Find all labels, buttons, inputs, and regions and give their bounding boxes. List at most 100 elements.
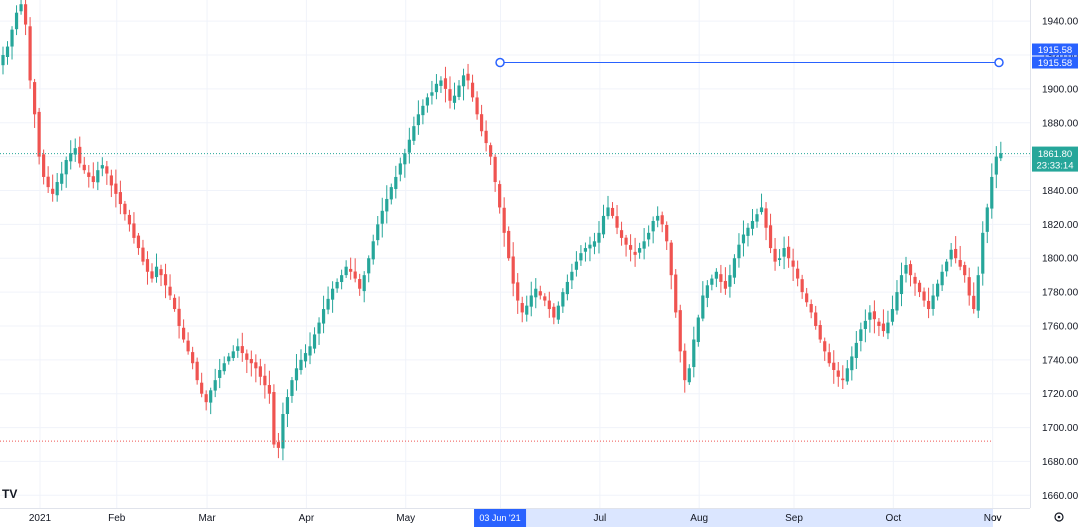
candle[interactable] xyxy=(10,26,14,60)
candle[interactable] xyxy=(434,74,439,100)
candle[interactable] xyxy=(949,243,953,267)
candle-body[interactable] xyxy=(945,261,949,272)
candle[interactable] xyxy=(254,354,258,383)
candle[interactable] xyxy=(592,232,597,255)
candle-body[interactable] xyxy=(732,258,737,278)
candle-body[interactable] xyxy=(561,292,565,307)
candle[interactable] xyxy=(507,226,511,261)
candle[interactable] xyxy=(349,257,353,280)
candle-body[interactable] xyxy=(349,268,353,272)
candle-body[interactable] xyxy=(14,12,19,30)
candle-body[interactable] xyxy=(899,275,904,295)
candle-body[interactable] xyxy=(642,241,646,249)
candle-body[interactable] xyxy=(353,271,357,279)
candle-body[interactable] xyxy=(592,241,597,247)
candle[interactable] xyxy=(737,233,741,268)
candle-body[interactable] xyxy=(69,153,73,162)
candle-body[interactable] xyxy=(520,303,524,313)
candle-body[interactable] xyxy=(963,265,967,276)
candle[interactable] xyxy=(534,278,538,309)
candle[interactable] xyxy=(439,76,443,93)
candle[interactable] xyxy=(922,287,926,307)
candle-body[interactable] xyxy=(741,234,746,244)
candle-body[interactable] xyxy=(538,291,542,296)
candle[interactable] xyxy=(976,266,980,319)
candle-body[interactable] xyxy=(245,353,249,360)
candle-body[interactable] xyxy=(200,382,204,394)
candle-body[interactable] xyxy=(511,256,515,284)
candle-body[interactable] xyxy=(516,282,520,301)
candle-body[interactable] xyxy=(91,176,95,183)
candle-body[interactable] xyxy=(204,394,208,403)
candle-body[interactable] xyxy=(236,346,240,351)
candle[interactable] xyxy=(814,305,818,330)
candle[interactable] xyxy=(543,293,547,307)
candle[interactable] xyxy=(647,225,651,247)
candle[interactable] xyxy=(127,209,132,232)
candle[interactable] xyxy=(326,286,330,315)
candle[interactable] xyxy=(759,193,764,215)
candle-body[interactable] xyxy=(19,4,23,12)
candle-body[interactable] xyxy=(434,83,439,93)
candle[interactable] xyxy=(588,236,592,262)
candle[interactable] xyxy=(466,63,470,90)
candle[interactable] xyxy=(538,285,542,300)
candle-body[interactable] xyxy=(118,192,122,205)
candle[interactable] xyxy=(132,212,136,244)
candle-body[interactable] xyxy=(403,153,407,165)
candle[interactable] xyxy=(281,402,285,461)
candle[interactable] xyxy=(46,166,50,193)
candle[interactable] xyxy=(114,169,118,208)
candle[interactable] xyxy=(457,80,461,101)
candle[interactable] xyxy=(33,78,37,128)
candle-body[interactable] xyxy=(543,296,547,301)
candle[interactable] xyxy=(547,291,551,318)
candle-body[interactable] xyxy=(579,253,583,261)
candle[interactable] xyxy=(565,274,569,301)
candle-body[interactable] xyxy=(710,278,714,285)
candle[interactable] xyxy=(601,204,606,239)
candle-body[interactable] xyxy=(145,259,150,272)
candle[interactable] xyxy=(570,263,574,289)
candle-body[interactable] xyxy=(457,85,461,97)
candle[interactable] xyxy=(936,279,940,301)
candle[interactable] xyxy=(845,360,849,385)
candle-body[interactable] xyxy=(954,248,958,259)
candle-body[interactable] xyxy=(583,248,588,252)
candle-body[interactable] xyxy=(777,258,782,261)
candle[interactable] xyxy=(692,326,696,378)
candle-body[interactable] xyxy=(651,220,655,232)
candle-body[interactable] xyxy=(141,247,145,262)
candle[interactable] xyxy=(493,154,497,192)
candle-body[interactable] xyxy=(371,241,375,260)
candle[interactable] xyxy=(877,318,881,337)
candle-body[interactable] xyxy=(818,325,822,340)
candle[interactable] xyxy=(60,161,64,191)
candle-body[interactable] xyxy=(380,210,384,224)
candle[interactable] xyxy=(683,343,687,393)
candle-body[interactable] xyxy=(294,368,299,381)
candle-body[interactable] xyxy=(258,366,262,377)
candle[interactable] xyxy=(245,349,249,374)
candle-body[interactable] xyxy=(23,4,28,25)
candle[interactable] xyxy=(5,41,10,65)
candle[interactable] xyxy=(619,221,624,246)
candle-body[interactable] xyxy=(850,356,854,371)
candle-body[interactable] xyxy=(502,207,506,233)
candle-body[interactable] xyxy=(159,269,163,276)
candle[interactable] xyxy=(552,303,556,325)
candle-body[interactable] xyxy=(421,105,425,116)
candle[interactable] xyxy=(809,299,813,319)
candle[interactable] xyxy=(782,236,786,270)
candle-body[interactable] xyxy=(895,292,899,311)
candle[interactable] xyxy=(371,234,375,265)
candle-body[interactable] xyxy=(330,288,335,300)
candle-body[interactable] xyxy=(615,216,619,228)
candle[interactable] xyxy=(868,305,872,333)
candle-body[interactable] xyxy=(529,295,533,307)
candle-body[interactable] xyxy=(416,114,420,126)
candle[interactable] xyxy=(628,234,633,262)
candle[interactable] xyxy=(398,157,402,182)
candle[interactable] xyxy=(452,82,457,110)
candle-body[interactable] xyxy=(805,293,809,303)
